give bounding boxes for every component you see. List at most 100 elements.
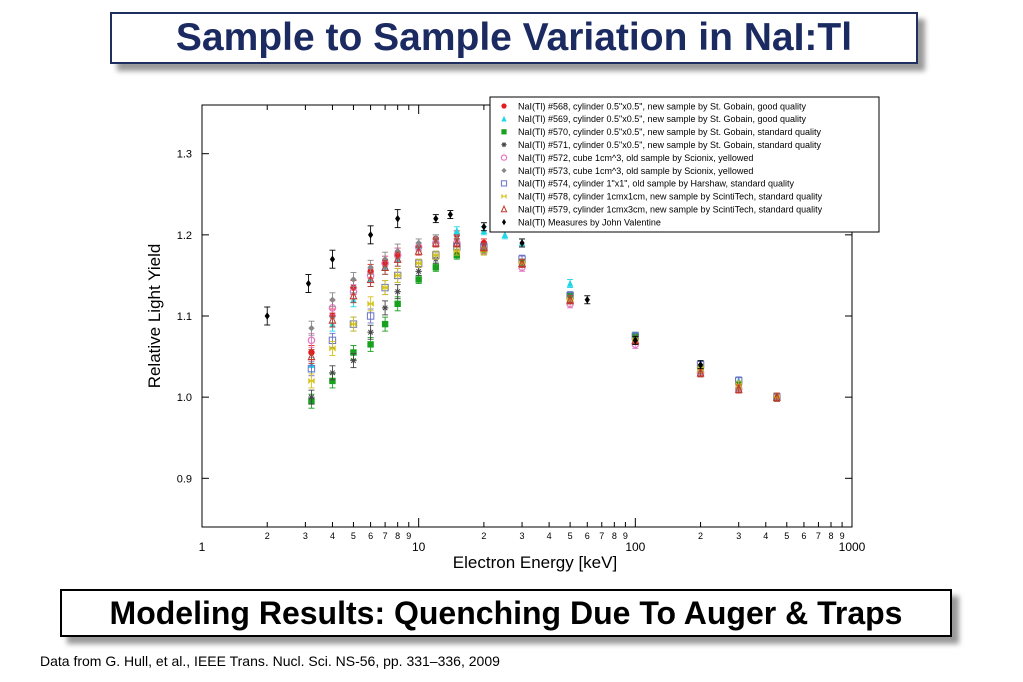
data-point bbox=[329, 345, 336, 352]
data-point bbox=[349, 290, 358, 300]
data-point bbox=[307, 351, 316, 361]
x-tick-label-minor: 2 bbox=[698, 531, 703, 541]
data-point bbox=[367, 329, 374, 336]
x-tick-label-minor: 5 bbox=[351, 531, 356, 541]
x-tick-label-minor: 7 bbox=[599, 531, 604, 541]
legend-label: NaI(Tl) #568, cylinder 0.5"x0.5", new sa… bbox=[518, 101, 807, 111]
legend-marker bbox=[501, 142, 507, 148]
y-tick-label: 1.1 bbox=[177, 311, 192, 323]
series-2 bbox=[308, 246, 781, 409]
data-point bbox=[394, 247, 401, 255]
legend-label: NaI(Tl) #573, cube 1cm^3, old sample by … bbox=[518, 166, 753, 176]
data-point bbox=[394, 272, 401, 279]
data-point bbox=[367, 231, 374, 239]
data-point bbox=[366, 312, 375, 320]
x-tick-label-minor: 5 bbox=[784, 531, 789, 541]
x-tick-label-major: 10 bbox=[412, 540, 426, 554]
slide-subtitle: Modeling Results: Quenching Due To Auger… bbox=[109, 594, 903, 631]
data-point bbox=[697, 360, 704, 369]
data-point bbox=[501, 231, 509, 239]
series-4 bbox=[307, 238, 781, 402]
legend-label: NaI(Tl) #578, cylinder 1cmx1cm, new samp… bbox=[518, 192, 823, 202]
x-tick-label-minor: 3 bbox=[736, 531, 741, 541]
data-point bbox=[481, 223, 487, 231]
x-tick-label-minor: 9 bbox=[840, 531, 845, 541]
data-point bbox=[452, 238, 461, 247]
data-point bbox=[414, 246, 423, 255]
data-point bbox=[329, 369, 336, 377]
data-point bbox=[308, 377, 315, 385]
legend-label: NaI(Tl) #570, cylinder 0.5"x0.5", new sa… bbox=[518, 127, 822, 137]
x-tick-label-minor: 5 bbox=[568, 531, 573, 541]
legend-label: NaI(Tl) #571, cylinder 0.5"x0.5", new sa… bbox=[518, 140, 822, 150]
x-tick-label-minor: 9 bbox=[623, 531, 628, 541]
legend-marker bbox=[501, 193, 507, 199]
x-tick-label-minor: 8 bbox=[828, 531, 833, 541]
data-point bbox=[431, 238, 440, 247]
x-tick-label-minor: 4 bbox=[547, 531, 552, 541]
legend-marker bbox=[501, 115, 507, 122]
data-point bbox=[395, 214, 401, 223]
data-point bbox=[394, 300, 401, 308]
data-point bbox=[367, 341, 374, 348]
data-point bbox=[415, 276, 422, 283]
data-point bbox=[381, 255, 389, 263]
data-point bbox=[366, 274, 375, 284]
legend-marker bbox=[500, 180, 508, 187]
y-tick-label: 1.3 bbox=[177, 149, 192, 161]
data-point bbox=[381, 320, 389, 328]
data-point bbox=[432, 264, 440, 271]
x-tick-label-minor: 4 bbox=[763, 531, 768, 541]
y-tick-label: 0.9 bbox=[177, 473, 192, 485]
x-tick-label-minor: 7 bbox=[816, 531, 821, 541]
data-point bbox=[566, 294, 575, 304]
data-point bbox=[307, 336, 316, 345]
data-point bbox=[329, 255, 336, 263]
legend-marker bbox=[501, 167, 507, 174]
data-point bbox=[566, 279, 574, 287]
data-point bbox=[350, 349, 357, 356]
subtitle-box: Modeling Results: Quenching Due To Auger… bbox=[60, 589, 952, 637]
data-point bbox=[329, 296, 336, 303]
data-point bbox=[305, 279, 312, 288]
legend-label: NaI(Tl) #569, cylinder 0.5"x0.5", new sa… bbox=[518, 114, 807, 124]
series-7 bbox=[308, 246, 781, 402]
x-tick-label-minor: 6 bbox=[368, 531, 373, 541]
series-5 bbox=[308, 234, 781, 402]
legend-marker bbox=[500, 204, 508, 213]
data-point bbox=[453, 247, 461, 255]
x-tick-label-minor: 7 bbox=[383, 531, 388, 541]
x-tick-label-minor: 8 bbox=[395, 531, 400, 541]
x-tick-label-minor: 3 bbox=[303, 531, 308, 541]
data-point bbox=[479, 242, 488, 251]
data-point bbox=[350, 357, 357, 364]
x-tick-label-minor: 6 bbox=[585, 531, 590, 541]
x-tick-label-minor: 3 bbox=[520, 531, 525, 541]
x-tick-label-major: 100 bbox=[625, 540, 645, 554]
data-point bbox=[433, 214, 439, 223]
legend-marker bbox=[502, 219, 506, 226]
data-point bbox=[518, 258, 527, 267]
x-tick-label-major: 1 bbox=[199, 540, 206, 554]
data-point bbox=[328, 315, 337, 324]
legend-label: NaI(Tl) #574, cylinder 1"x1", old sample… bbox=[518, 179, 795, 189]
data-point bbox=[350, 276, 357, 283]
x-tick-label-major: 1000 bbox=[839, 540, 866, 554]
x-tick-label-minor: 8 bbox=[612, 531, 617, 541]
data-point bbox=[264, 312, 270, 320]
legend-label: NaI(Tl) #572, cube 1cm^3, old sample by … bbox=[518, 153, 753, 163]
series-8 bbox=[307, 238, 781, 402]
data-point bbox=[394, 288, 401, 295]
y-tick-label: 1.2 bbox=[177, 230, 192, 242]
series-0 bbox=[308, 230, 781, 402]
data-point bbox=[307, 365, 316, 373]
title-box: Sample to Sample Variation in NaI:Tl bbox=[110, 12, 918, 64]
data-point bbox=[329, 377, 336, 385]
data-point bbox=[308, 393, 315, 401]
data-point bbox=[432, 251, 440, 259]
footnote: Data from G. Hull, et al., IEEE Trans. N… bbox=[40, 653, 500, 669]
series-3 bbox=[308, 242, 781, 405]
data-point bbox=[367, 300, 374, 308]
legend-label: NaI(Tl) #579, cylinder 1cmx3cm, new samp… bbox=[518, 205, 823, 215]
